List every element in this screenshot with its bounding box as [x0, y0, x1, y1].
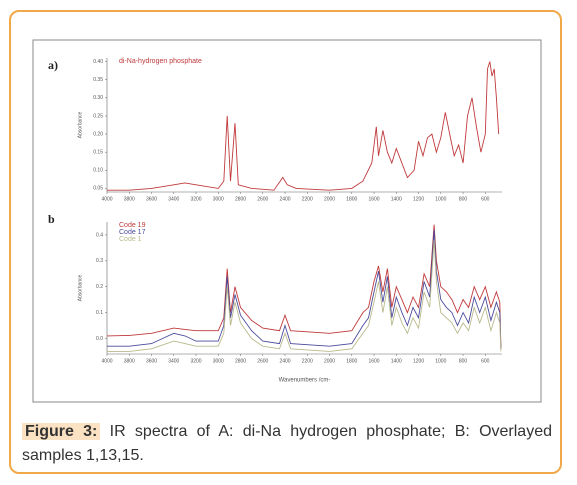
spectrum-line	[106, 224, 502, 349]
figure-border	[32, 39, 542, 403]
x-tick-label: 3800	[124, 358, 135, 364]
caption-label: Figure 3:	[22, 423, 101, 440]
x-axis-label: Wavenumbers /cm-	[279, 378, 331, 384]
y-tick-label: 0.0	[96, 336, 103, 342]
legend-entry: Code 17	[119, 229, 146, 236]
x-tick-label: 800	[459, 358, 468, 364]
x-tick-label: 3600	[146, 358, 157, 364]
y-tick-label: 0.15	[93, 149, 103, 155]
x-tick-label: 1000	[435, 196, 446, 202]
spectrum-line	[107, 240, 502, 352]
figure-frame	[9, 10, 562, 474]
x-tick-label: 2600	[257, 196, 268, 202]
x-tick-label: 3800	[124, 196, 135, 202]
x-tick-label: 600	[481, 196, 490, 202]
x-tick-label: 2600	[257, 358, 268, 364]
figure: 4000 3800 3600 3400 3200 3000 2800 2600 2400 2200…	[32, 39, 542, 403]
caption: Figure 3: IR spectra of A: di-Na hydroge…	[22, 420, 552, 468]
y-axis-label: Absorbance	[77, 111, 83, 138]
y-tick-label: 0.40	[93, 59, 103, 65]
x-tick-label: 2000	[324, 196, 335, 202]
x-tick-label: 2400	[279, 196, 290, 202]
x-tick-label: 1200	[413, 358, 424, 364]
y-tick-label: 0.4	[96, 232, 103, 238]
x-tick-label: 2800	[235, 196, 246, 202]
x-tick-label: 3000	[213, 196, 224, 202]
x-tick-label: 1800	[346, 358, 357, 364]
legend-entry: Code 1	[119, 236, 142, 243]
legend-entry: di-Na-hydrogen phosphate	[119, 58, 202, 65]
x-tick-label: 1400	[391, 358, 402, 364]
caption-text: IR spectra of A: di-Na hydrogen phosphat…	[22, 423, 552, 464]
x-tick-label: 3400	[168, 358, 179, 364]
legend-entry: Code 19	[119, 222, 146, 229]
spectrum-line	[107, 61, 500, 191]
y-tick-label: 0.25	[93, 113, 103, 119]
x-tick-label: 1000	[435, 358, 446, 364]
x-tick-label: 4000	[101, 358, 112, 364]
x-tick-label: 4000	[101, 196, 112, 202]
y-tick-label: 0.1	[96, 310, 103, 316]
x-tick-label: 1400	[391, 196, 402, 202]
x-tick-label: 3000	[213, 358, 224, 364]
x-tick-label: 3600	[146, 196, 157, 202]
y-tick-label: 0.30	[93, 95, 103, 101]
x-tick-label: 3400	[168, 196, 179, 202]
panel-label: b	[48, 212, 55, 226]
x-tick-label: 1600	[368, 358, 379, 364]
x-tick-label: 800	[459, 196, 468, 202]
y-tick-label: 0.10	[93, 168, 103, 174]
y-tick-label: 0.35	[93, 77, 103, 83]
y-tick-label: 0.20	[93, 131, 103, 137]
x-tick-label: 1600	[368, 196, 379, 202]
x-tick-label: 1800	[346, 196, 357, 202]
x-tick-label: 3200	[190, 358, 201, 364]
x-tick-label: 2400	[279, 358, 290, 364]
y-tick-label: 0.2	[96, 284, 103, 290]
x-tick-label: 2200	[302, 358, 313, 364]
spectrum-line	[107, 229, 502, 349]
y-axis-label: Absorbance	[77, 274, 83, 301]
x-tick-label: 3200	[190, 196, 201, 202]
y-tick-label: 0.05	[93, 186, 103, 192]
x-tick-label: 1200	[413, 196, 424, 202]
y-tick-label: 0.3	[96, 258, 103, 264]
x-tick-label: 2800	[235, 358, 246, 364]
x-tick-label: 600	[481, 358, 490, 364]
panel-label: a)	[48, 58, 58, 72]
x-tick-label: 2200	[302, 196, 313, 202]
x-tick-label: 2000	[324, 358, 335, 364]
